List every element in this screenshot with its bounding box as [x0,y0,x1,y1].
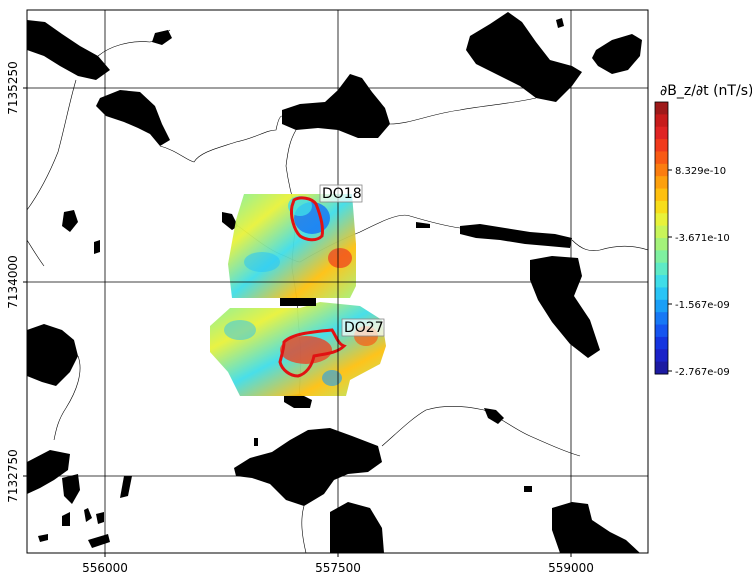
grid-lines [27,10,648,553]
lake-sw-strip [120,476,132,498]
lake-ne-small [592,34,642,74]
anomaly-red-do27 [280,336,332,364]
label-do27: DO27 [341,318,385,337]
colorbar-tick-label: -2.767e-09 [675,367,730,378]
colorbar-frame [654,101,669,375]
label-do18-box [319,184,363,203]
anomaly-red-1 [328,248,352,268]
x-tick-label: 557500 [315,561,361,575]
lake-south-central [234,428,382,506]
lake-southwest [27,450,70,494]
colorbar-band [655,176,668,190]
y-axis: 7135250 7134000 7132750 [6,61,27,503]
label-do18: DO18 [319,184,363,203]
colorbar-band [655,225,668,239]
colorbar-band [655,275,668,288]
colorbar-band [655,324,668,338]
lake-ne-dot [556,18,564,28]
lake-west-tiny [222,212,238,230]
lakes [27,12,642,553]
colorbar-band [655,262,668,276]
colorbar-band [655,238,668,251]
colorbar-band [655,151,668,165]
x-tick-label: 556000 [82,561,128,575]
colorbar-band [655,188,668,202]
lake-center-under [284,394,312,408]
data-gap-line [280,298,316,306]
x-tick-label: 559000 [548,561,594,575]
lake-se-dot [524,486,532,492]
colorbar-tick-label: -3.671e-10 [675,233,730,244]
label-do27-box [341,318,385,337]
anomaly-cyan-2 [244,252,280,272]
colorbar-band [655,312,668,326]
lake-sw-bits [38,508,110,548]
colorbar-bands [655,102,668,375]
colorbar-band [655,102,668,115]
colorbar-band [655,349,668,363]
colorbar-band [655,299,668,313]
colorbar-band [655,163,668,177]
lake-nw [27,20,110,80]
label-do18-text: DO18 [322,186,362,202]
do27-outline [278,328,347,378]
lake-mid-left-dot [62,210,78,232]
lake-south-center [330,502,384,553]
x-axis: 556000 557500 559000 [82,553,594,575]
colorbar-band [655,114,668,128]
lake-southeast [552,502,640,553]
y-tick-label: 7134000 [6,255,20,308]
colorbar-band [655,287,668,301]
lake-south-tiny [254,438,258,446]
colorbar-band [655,361,668,375]
lake-sw-small [62,474,80,504]
colorbar-tick-label: -1.567e-09 [675,300,730,311]
colorbar-band [655,250,668,264]
colorbar-band [655,336,668,350]
colorbar-band [655,213,668,227]
lake-mid-left-dot2 [94,240,100,254]
do18-outline [290,196,324,242]
y-tick-label: 7132750 [6,449,20,502]
lake-northeast [466,12,582,102]
map-content: DO18 DO27 [27,10,648,553]
label-do27-text: DO27 [344,320,384,336]
lake-small-mid [484,408,504,424]
lake-center-north [282,74,390,138]
lake-top-small [152,30,172,45]
anomaly-cyan-3 [224,320,256,340]
colorbar-band [655,139,668,152]
colorbar-band [655,200,668,214]
lake-east-strip [460,224,572,248]
lake-mid-north [416,222,430,228]
colorbar-tick-label: 8.329e-10 [675,166,726,177]
anomaly-blue-3 [322,370,342,386]
colorbar-band [655,126,668,140]
y-tick-label: 7135250 [6,61,20,114]
colorbar-title: ∂B_z/∂t (nT/s) [660,83,752,99]
lake-west-mid [27,324,78,386]
lake-upper-left [96,90,170,146]
lake-east-large [530,256,600,358]
colorbar: ∂B_z/∂t (nT/s) 8.329e-10 -3.671e-10 -1.5… [654,83,752,378]
